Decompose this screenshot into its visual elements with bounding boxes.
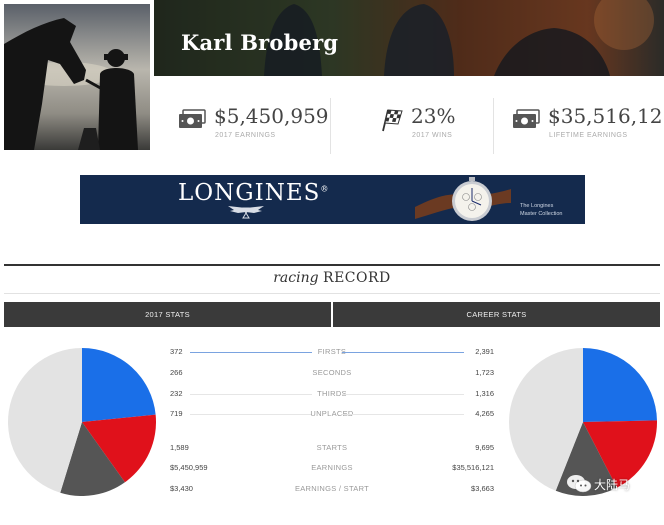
stat-2017-value: 232 [170, 389, 183, 398]
stat-divider [493, 98, 494, 154]
ad-tagline: Master Collection [520, 211, 563, 217]
stat-2017-earnings: $5,450,959 2017 EARNINGS [178, 100, 329, 150]
stats-row-unplaced: 719 UNPLACED 4,265 [170, 408, 494, 420]
stat-label: 2017 WINS [412, 132, 453, 139]
stats-tab-bar: 2017 STATS CAREER STATS [4, 302, 660, 327]
stat-value: $35,516,121 [548, 104, 664, 128]
watermark: 大陆马 [566, 474, 630, 499]
stat-value: $5,450,959 [214, 104, 329, 128]
section-title: racing RECORD [273, 270, 391, 286]
stat-2017-value: $5,450,959 [170, 463, 208, 472]
pie-slice-firsts [583, 348, 657, 422]
row-line [342, 394, 464, 395]
row-line [190, 394, 312, 395]
stat-2017-wins: 23% 2017 WINS [380, 100, 490, 150]
stat-label: STARTS [316, 443, 348, 452]
pie-slice-unplaced [7, 348, 82, 493]
tab-divider [331, 302, 333, 327]
stat-label: EARNINGS [311, 463, 353, 472]
row-line [342, 352, 464, 353]
stats-row-starts: 1,589 STARTS 9,695 [170, 442, 494, 454]
pie-slice-unplaced [509, 348, 583, 491]
stat-career-value: $3,663 [471, 484, 494, 493]
trainer-name: Karl Broberg [181, 30, 339, 55]
stat-divider [330, 98, 331, 154]
row-line [190, 352, 312, 353]
watermark-text: 大陆马 [594, 478, 631, 492]
pie-slice-seconds [82, 414, 156, 483]
stat-label: FIRSTS [317, 347, 347, 356]
section-rule [4, 264, 660, 266]
winged-hourglass-logo-icon [226, 205, 266, 224]
pie-slice-thirds [60, 422, 125, 496]
header-banner [154, 0, 664, 76]
ad-tagline: The Longines [520, 203, 554, 209]
row-line [342, 414, 464, 415]
stat-label: 2017 EARNINGS [215, 132, 276, 139]
stat-2017-value: 1,589 [170, 443, 189, 452]
stats-row-earnings-per-start: $3,430 EARNINGS / START $3,663 [170, 483, 494, 495]
section-rule [4, 293, 660, 294]
stat-career-value: 9,695 [475, 443, 494, 452]
stat-2017-value: 266 [170, 368, 183, 377]
stats-row-firsts: 372 FIRSTS 2,391 [170, 346, 494, 358]
money-icon [178, 108, 208, 135]
stat-label: LIFETIME EARNINGS [549, 132, 628, 139]
checkered-flag-icon [380, 108, 406, 137]
pie-slice-seconds [583, 420, 657, 488]
money-icon [512, 108, 542, 135]
stat-label: SECONDS [312, 368, 352, 377]
stat-label: EARNINGS / START [294, 484, 370, 493]
trainer-photo [4, 4, 150, 150]
longines-ad[interactable]: LONGINES® The Longines Master Collection [80, 175, 585, 224]
stat-lifetime-earnings: $35,516,121 LIFETIME EARNINGS [512, 100, 664, 150]
stat-career-value: 1,723 [475, 368, 494, 377]
stat-career-value: 1,316 [475, 389, 494, 398]
stat-2017-value: $3,430 [170, 484, 193, 493]
pie-slice-firsts [82, 348, 156, 422]
wechat-icon [566, 475, 592, 498]
stats-row-seconds: 266 SECONDS 1,723 [170, 367, 494, 379]
stat-career-value: $35,516,121 [452, 463, 494, 472]
watch-icon [415, 175, 511, 224]
stat-career-value: 2,391 [475, 347, 494, 356]
tab-2017-stats[interactable]: 2017 STATS [145, 310, 190, 319]
stat-value: 23% [411, 104, 456, 128]
pie-chart-2017 [7, 348, 156, 501]
stat-label: THIRDS [317, 389, 347, 398]
tab-career-stats[interactable]: CAREER STATS [466, 310, 527, 319]
ad-brand: LONGINES® [178, 180, 330, 206]
stat-career-value: 4,265 [475, 409, 494, 418]
stats-row-earnings: $5,450,959 EARNINGS $35,516,121 [170, 462, 494, 474]
stat-label: UNPLACED [310, 409, 354, 418]
stat-2017-value: 372 [170, 347, 183, 356]
stat-2017-value: 719 [170, 409, 183, 418]
row-line [190, 414, 312, 415]
stats-row-thirds: 232 THIRDS 1,316 [170, 388, 494, 400]
